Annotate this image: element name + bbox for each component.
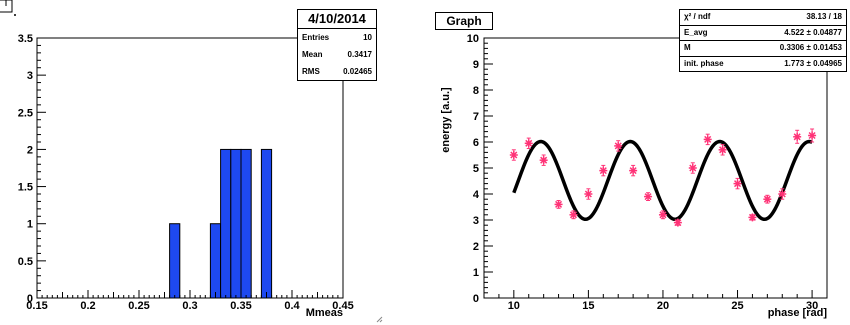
graph-y-tick-label: 7 (473, 111, 479, 123)
stats-label: E_avg (684, 27, 708, 37)
graph-x-tick-label: 20 (657, 300, 669, 312)
histogram-bar (240, 148, 252, 299)
stats-value: 10 (363, 33, 372, 42)
data-point (539, 154, 548, 166)
data-point (509, 149, 518, 161)
data-point (554, 200, 563, 209)
histogram-y-tick-label: 1 (27, 219, 33, 231)
data-point (614, 140, 623, 152)
data-point (599, 164, 608, 177)
histogram-y-tick-label: 3 (27, 70, 33, 82)
graph-y-tick-label: 6 (473, 137, 479, 149)
stats-value: 4.522 ± 0.04877 (784, 27, 842, 37)
histogram-y-tick-label: 0 (27, 293, 33, 305)
stats-row-mean: Mean 0.3417 (298, 46, 376, 63)
histogram-bar (260, 148, 273, 299)
data-point (808, 128, 817, 143)
graph-x-tick-label: 30 (806, 300, 818, 312)
histogram-plot: 0.15 0.2 0.25 0.3 0.35 0.4 0.45 0 0.5 1 1.5 2 2.5 3 3… (18, 33, 354, 319)
histogram-y-tick-label: 2.5 (18, 107, 33, 119)
histogram-y-tick-label: 2 (27, 144, 33, 156)
data-point (778, 188, 787, 200)
stats-label: M (684, 43, 691, 52)
graph-x-tick-label: 10 (508, 300, 520, 312)
graph-y-tick-label: 9 (473, 59, 479, 71)
data-point (673, 218, 682, 227)
histogram-bar (220, 148, 232, 299)
stats-label: χ² / ndf (684, 12, 711, 21)
histogram-bar (230, 148, 242, 299)
data-point (703, 133, 712, 146)
histogram-x-axis: 0.15 0.2 0.25 0.3 0.35 0.4 0.45 (26, 290, 354, 312)
histogram-y-tick-label: 0.5 (18, 256, 33, 268)
stats-value: 0.02465 (343, 67, 372, 76)
graph-y-tick-label: 10 (467, 33, 479, 45)
histogram-y-tick-label: 3.5 (18, 33, 33, 45)
graph-y-tick-label: 8 (473, 85, 479, 97)
histogram-x-tick-label: 0.25 (128, 300, 149, 312)
histogram-x-tick-label: 0.15 (26, 300, 47, 312)
histogram-bars (169, 148, 273, 299)
graph-x-axis: 10 15 20 25 30 (483, 290, 828, 312)
graph-x-tick-label: 15 (582, 300, 594, 312)
resize-mark (376, 316, 383, 323)
fit-row-phase: init. phase 1.773 ± 0.04965 (680, 57, 846, 72)
data-point (793, 129, 802, 144)
data-point (748, 213, 757, 222)
histogram-x-tick-label: 0.35 (230, 300, 251, 312)
stats-label: Entries (302, 33, 330, 42)
data-point (569, 210, 578, 220)
graph-x-label: phase [rad] (768, 307, 828, 319)
fit-stats-box: χ² / ndf 38.13 / 18 E_avg 4.522 ± 0.0487… (679, 9, 847, 72)
data-point (629, 164, 638, 177)
histogram-x-tick-label: 0.4 (284, 300, 300, 312)
data-point (644, 192, 653, 201)
graph-y-label: energy [a.u.] (440, 87, 452, 153)
data-point (718, 144, 727, 156)
stats-label: init. phase (684, 58, 724, 68)
histogram-bar (209, 223, 222, 299)
graph-title: Graph (435, 12, 493, 30)
graph-y-tick-label: 3 (473, 215, 479, 227)
stats-value: 1.773 ± 0.04965 (784, 58, 842, 68)
histogram-stats-title: 4/10/2014 (298, 10, 376, 29)
histogram-y-axis: 0 0.5 1 1.5 2 2.5 3 3.5 (18, 33, 46, 305)
data-point (688, 162, 697, 174)
graph-points (509, 128, 817, 227)
data-point (763, 194, 772, 204)
stats-row-rms: RMS 0.02465 (298, 63, 376, 80)
fit-row-chi2: χ² / ndf 38.13 / 18 (680, 10, 846, 26)
stats-value: 0.3417 (347, 50, 372, 59)
corner-glyph (0, 0, 16, 16)
stats-row-entries: Entries 10 (298, 29, 376, 46)
graph-x-tick-label: 25 (731, 300, 743, 312)
stats-value: 38.13 / 18 (806, 12, 842, 21)
data-point (524, 137, 533, 149)
fit-curve (512, 139, 813, 222)
histogram-x-tick-label: 0.2 (80, 300, 95, 312)
data-point (584, 188, 593, 200)
histogram-y-tick-label: 1.5 (18, 182, 33, 194)
histogram-x-tick-label: 0.3 (182, 300, 197, 312)
stats-label: Mean (302, 50, 323, 59)
histogram-stats-box: 4/10/2014 Entries 10 Mean 0.3417 RMS 0.0… (297, 9, 377, 81)
graph-y-tick-label: 0 (473, 293, 479, 305)
stats-value: 0.3306 ± 0.01453 (779, 43, 842, 52)
fit-row-eavg: E_avg 4.522 ± 0.04877 (680, 26, 846, 41)
histogram-bar (169, 223, 181, 299)
fit-row-m: M 0.3306 ± 0.01453 (680, 41, 846, 57)
graph-y-tick-label: 2 (473, 241, 479, 253)
graph-y-axis: 0 1 2 3 4 5 6 7 8 9 10 (467, 33, 493, 305)
graph-y-tick-label: 1 (473, 267, 479, 279)
data-point (733, 177, 742, 190)
graph-plot: 10 15 20 25 30 0 1 2 3 4 5 6 7 8 9 10 phase [rad] ener… (440, 33, 828, 319)
histogram-x-label: Mmeas (306, 307, 343, 319)
graph-frame (483, 37, 828, 299)
graph-y-tick-label: 5 (473, 163, 479, 175)
stats-label: RMS (302, 67, 320, 76)
data-point (658, 210, 667, 220)
graph-y-tick-label: 4 (473, 189, 480, 201)
histogram-x-tick-label: 0.45 (332, 300, 353, 312)
